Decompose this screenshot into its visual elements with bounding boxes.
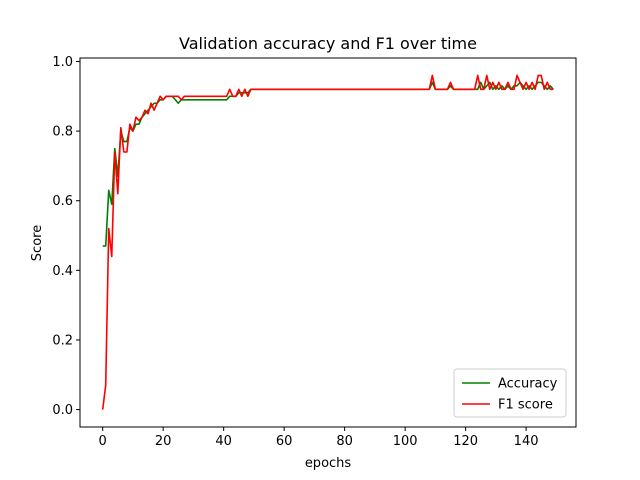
legend-box — [453, 368, 567, 418]
plot-area: 0 20 40 60 80 100 120 140 0.0 0.2 0.4 0.6 0.8 1.0 — [52, 55, 577, 449]
legend-label-1: F1 score — [498, 398, 553, 413]
y-tick-label: 0.2 — [52, 333, 73, 348]
y-tick-label: 1.0 — [52, 55, 73, 70]
x-tick-label: 20 — [155, 434, 172, 449]
y-tick-label: 0.8 — [52, 125, 73, 140]
axes-frame — [79, 57, 577, 428]
y-tick-label: 0.0 — [52, 403, 73, 418]
y-tick-label: 0.4 — [52, 264, 73, 279]
x-tick-label: 60 — [276, 434, 293, 449]
legend: Accuracy F1 score — [453, 368, 567, 418]
y-tick-label: 0.6 — [52, 194, 73, 209]
y-axis-label: Score — [30, 225, 45, 261]
x-tick-label: 40 — [215, 434, 232, 449]
x-tick-label: 140 — [514, 434, 539, 449]
series-line-1 — [101, 74, 554, 410]
x-axis-label: epochs — [305, 456, 352, 471]
x-tick-label: 120 — [453, 434, 478, 449]
legend-label-0: Accuracy — [498, 377, 558, 392]
x-tick-label: 80 — [336, 434, 353, 449]
chart-title: Validation accuracy and F1 over time — [179, 34, 477, 53]
x-tick-label: 0 — [99, 434, 107, 449]
x-tick-label: 100 — [393, 434, 418, 449]
